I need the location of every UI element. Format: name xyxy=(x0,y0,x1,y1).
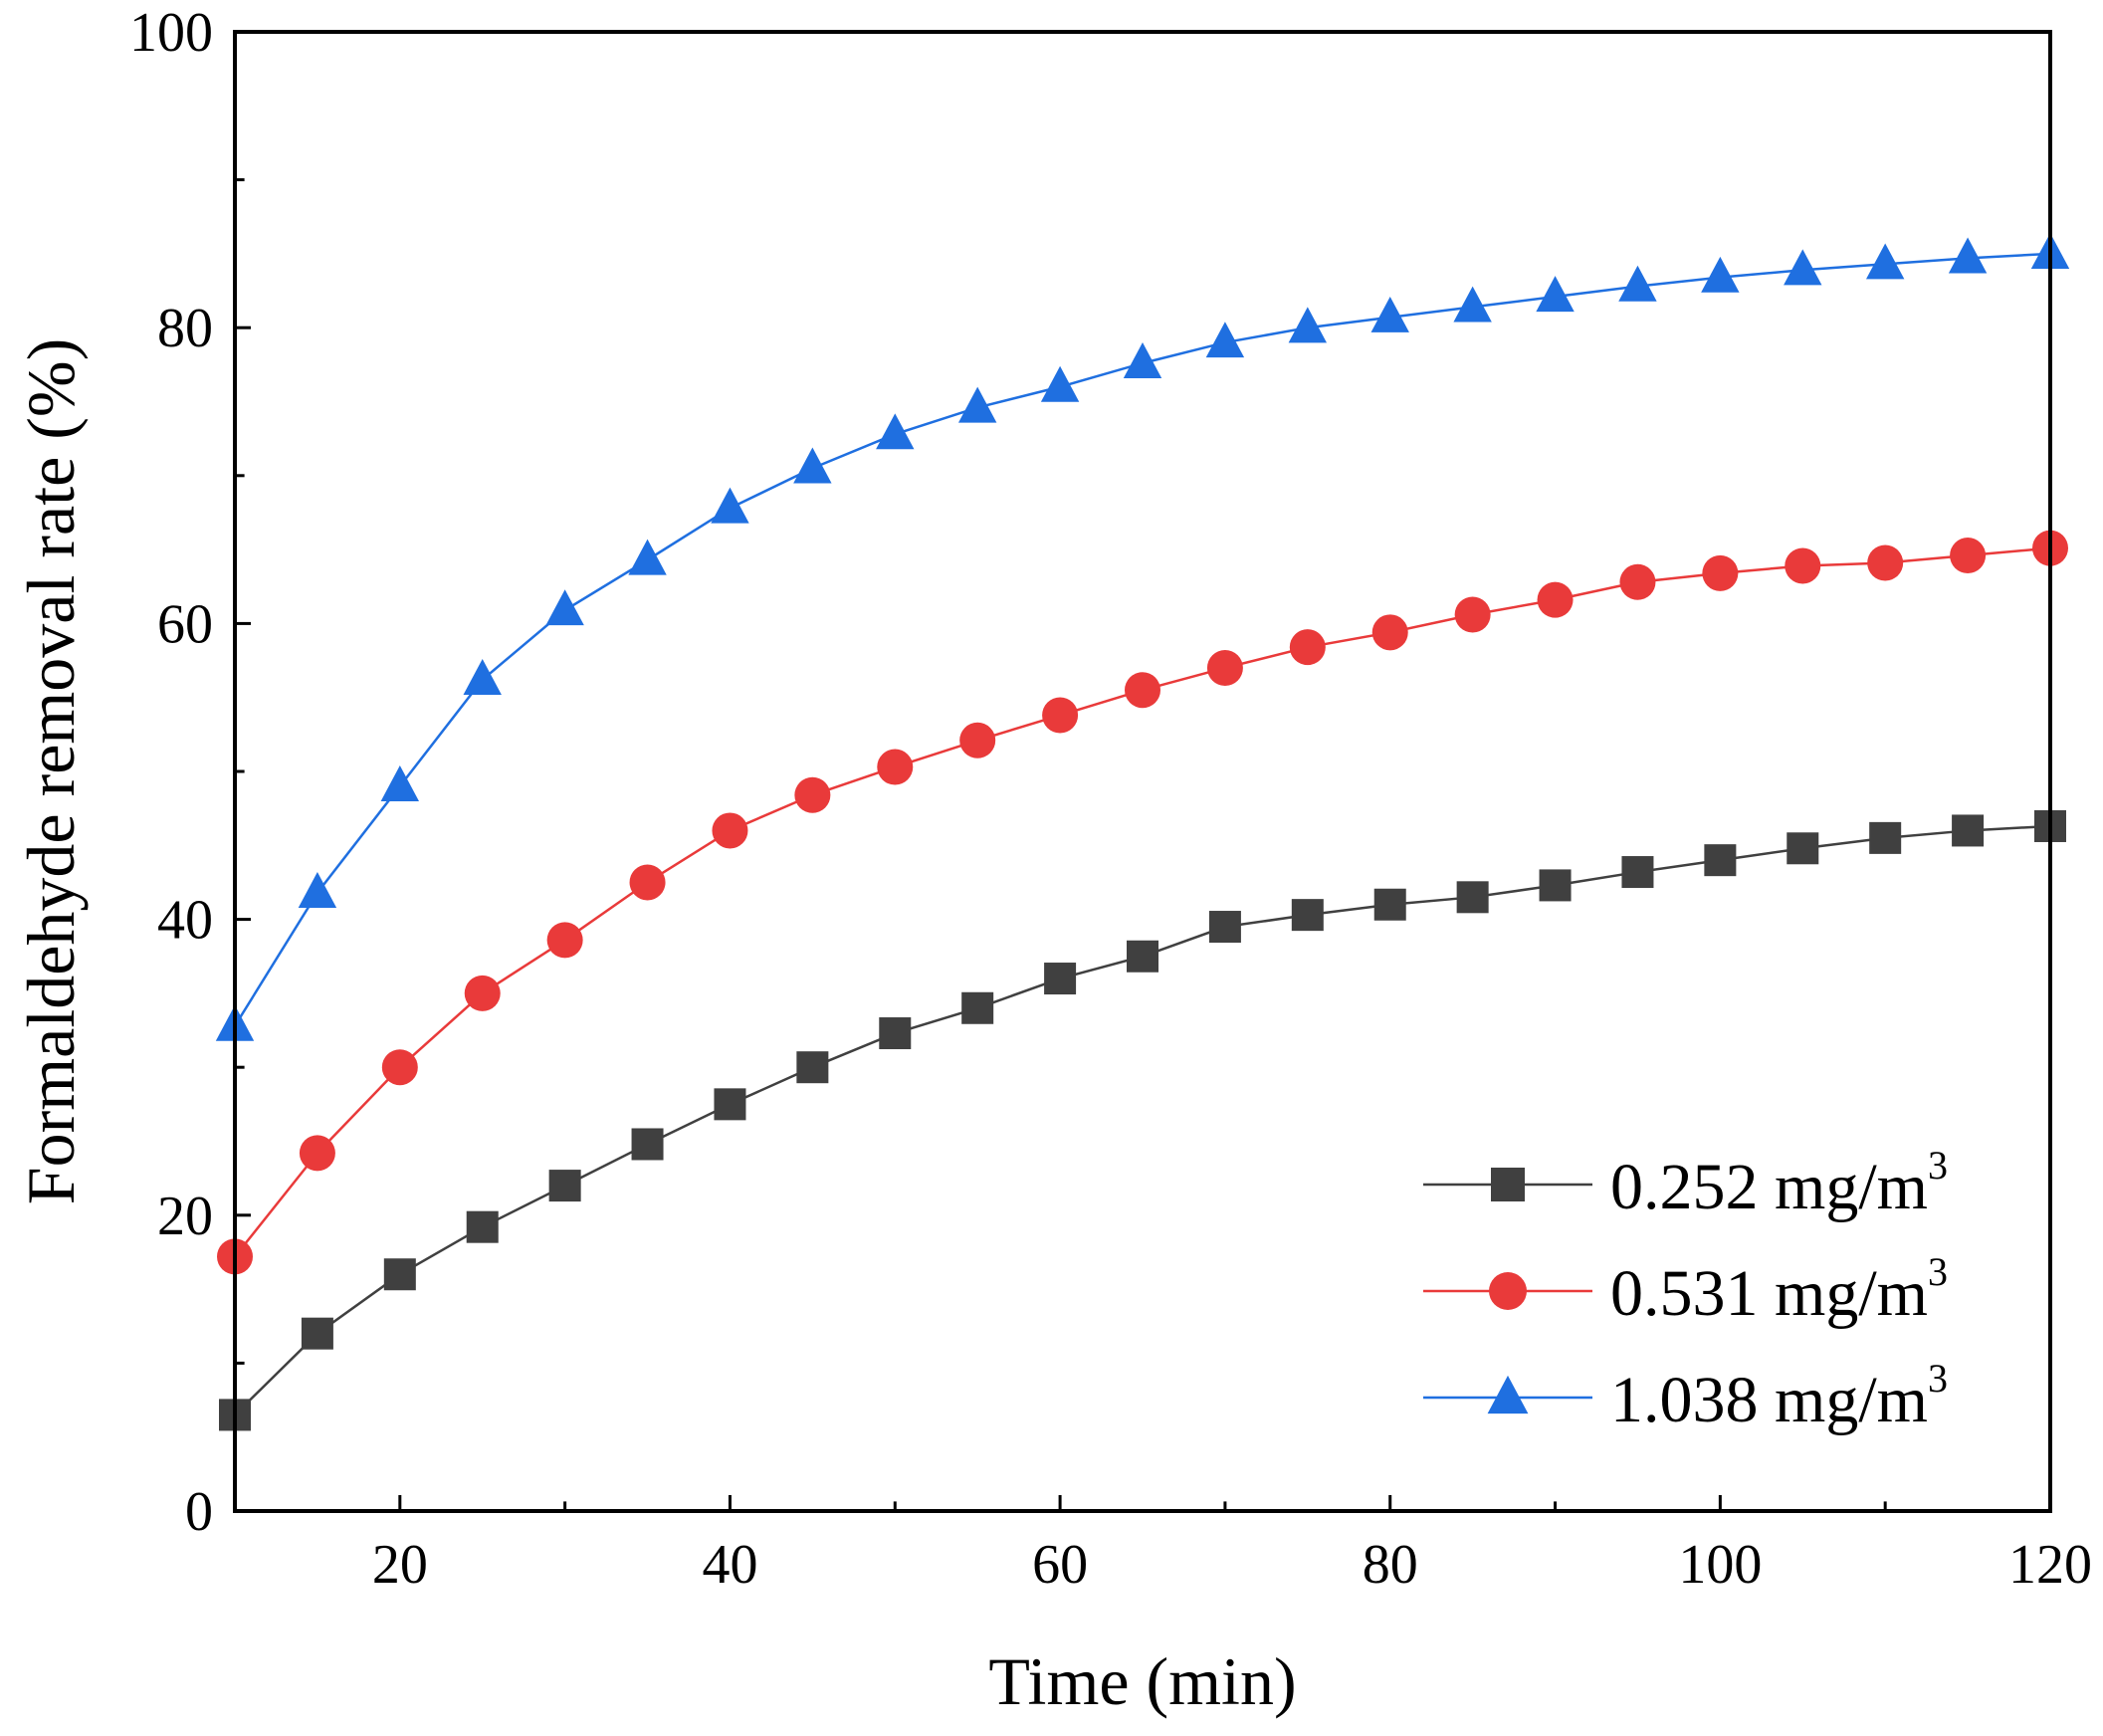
data-point xyxy=(961,991,994,1024)
data-point xyxy=(1040,365,1080,402)
data-point xyxy=(1865,243,1905,280)
y-tick-label: 0 xyxy=(185,1481,213,1543)
data-point xyxy=(1702,554,1739,591)
y-tick-label: 60 xyxy=(157,593,213,655)
data-point xyxy=(1289,629,1326,666)
data-point xyxy=(1373,888,1406,921)
data-point xyxy=(1456,881,1489,914)
plot-area xyxy=(215,233,2070,1431)
data-point xyxy=(1454,596,1491,633)
data-point xyxy=(380,765,420,801)
legend-label: 1.038 mg/m3 xyxy=(1610,1356,1948,1436)
data-point xyxy=(1371,614,1408,651)
data-point xyxy=(1537,581,1574,618)
data-point xyxy=(628,539,667,575)
data-point xyxy=(1869,821,1902,854)
data-point xyxy=(711,487,749,524)
data-point xyxy=(1123,342,1162,378)
x-tick-label: 80 xyxy=(1363,1534,1418,1596)
data-point xyxy=(545,589,584,626)
data-point xyxy=(464,975,501,1011)
axis-ticks: 0 20 40 60 80 100 20 40 60 80 100 120 xyxy=(129,2,2092,1596)
data-point xyxy=(1125,672,1160,709)
data-point xyxy=(298,872,337,908)
data-point xyxy=(1453,286,1492,323)
data-point xyxy=(1536,276,1575,313)
data-point xyxy=(463,659,502,695)
data-point xyxy=(1044,963,1077,995)
data-point xyxy=(1948,237,1988,274)
legend: 0.252 mg/m3 0.531 mg/m3 1.038 mg/m3 xyxy=(1423,1143,1948,1436)
data-point xyxy=(383,1258,416,1291)
data-point xyxy=(1787,832,1819,865)
y-axis-title: Formaldehyde removal rate (%) xyxy=(13,338,89,1204)
x-tick-label: 120 xyxy=(2008,1534,2092,1596)
x-tick-label: 100 xyxy=(1678,1534,1762,1596)
legend-item: 0.252 mg/m3 xyxy=(1423,1143,1948,1223)
x-tick-label: 20 xyxy=(372,1534,428,1596)
data-point xyxy=(794,776,831,813)
data-point xyxy=(631,1128,664,1161)
data-point xyxy=(1042,697,1079,734)
data-point xyxy=(1950,538,1987,574)
data-point xyxy=(548,1170,581,1202)
data-point xyxy=(876,413,915,450)
data-point xyxy=(877,749,914,785)
data-point xyxy=(1619,563,1656,600)
data-point xyxy=(1867,544,1904,581)
data-point xyxy=(1127,940,1158,973)
y-tick-label: 40 xyxy=(157,890,213,952)
data-point xyxy=(1206,649,1243,686)
data-point xyxy=(714,1088,746,1121)
legend-item: 1.038 mg/m3 xyxy=(1423,1356,1948,1436)
legend-label: 0.252 mg/m3 xyxy=(1610,1143,1948,1223)
x-tick-label: 60 xyxy=(1032,1534,1088,1596)
data-point xyxy=(957,386,997,423)
data-point xyxy=(712,812,748,849)
data-point xyxy=(1952,814,1985,847)
data-point xyxy=(381,1049,418,1086)
legend-label: 0.531 mg/m3 xyxy=(1610,1249,1948,1330)
y-tick-label: 100 xyxy=(129,2,213,64)
data-point xyxy=(793,447,832,484)
data-point xyxy=(299,1135,335,1172)
x-axis-title: Time (min) xyxy=(988,1643,1296,1719)
legend-item: 0.531 mg/m3 xyxy=(1423,1249,1948,1330)
data-point xyxy=(1704,844,1737,877)
data-point xyxy=(301,1317,333,1350)
series-square xyxy=(219,809,2066,1431)
data-point xyxy=(629,864,666,901)
data-point xyxy=(1784,249,1822,286)
data-point xyxy=(1785,547,1821,584)
data-point xyxy=(1618,265,1657,302)
legend-marker xyxy=(1487,1375,1529,1414)
data-point xyxy=(1539,869,1572,902)
data-point xyxy=(1288,307,1328,343)
series-triangle xyxy=(215,233,2070,1041)
data-point xyxy=(1621,856,1654,889)
y-tick-label: 20 xyxy=(157,1186,213,1247)
legend-marker xyxy=(1489,1272,1527,1310)
data-point xyxy=(466,1210,499,1243)
x-tick-label: 40 xyxy=(702,1534,757,1596)
data-point xyxy=(959,722,996,759)
y-tick-label: 80 xyxy=(157,298,213,359)
data-point xyxy=(1208,911,1241,944)
data-point xyxy=(796,1051,829,1084)
data-point xyxy=(879,1017,912,1050)
data-point xyxy=(1205,322,1245,358)
data-point xyxy=(1370,296,1409,332)
data-point xyxy=(1701,256,1740,293)
legend-marker xyxy=(1491,1168,1525,1201)
data-point xyxy=(546,922,583,959)
data-point xyxy=(1291,899,1324,932)
